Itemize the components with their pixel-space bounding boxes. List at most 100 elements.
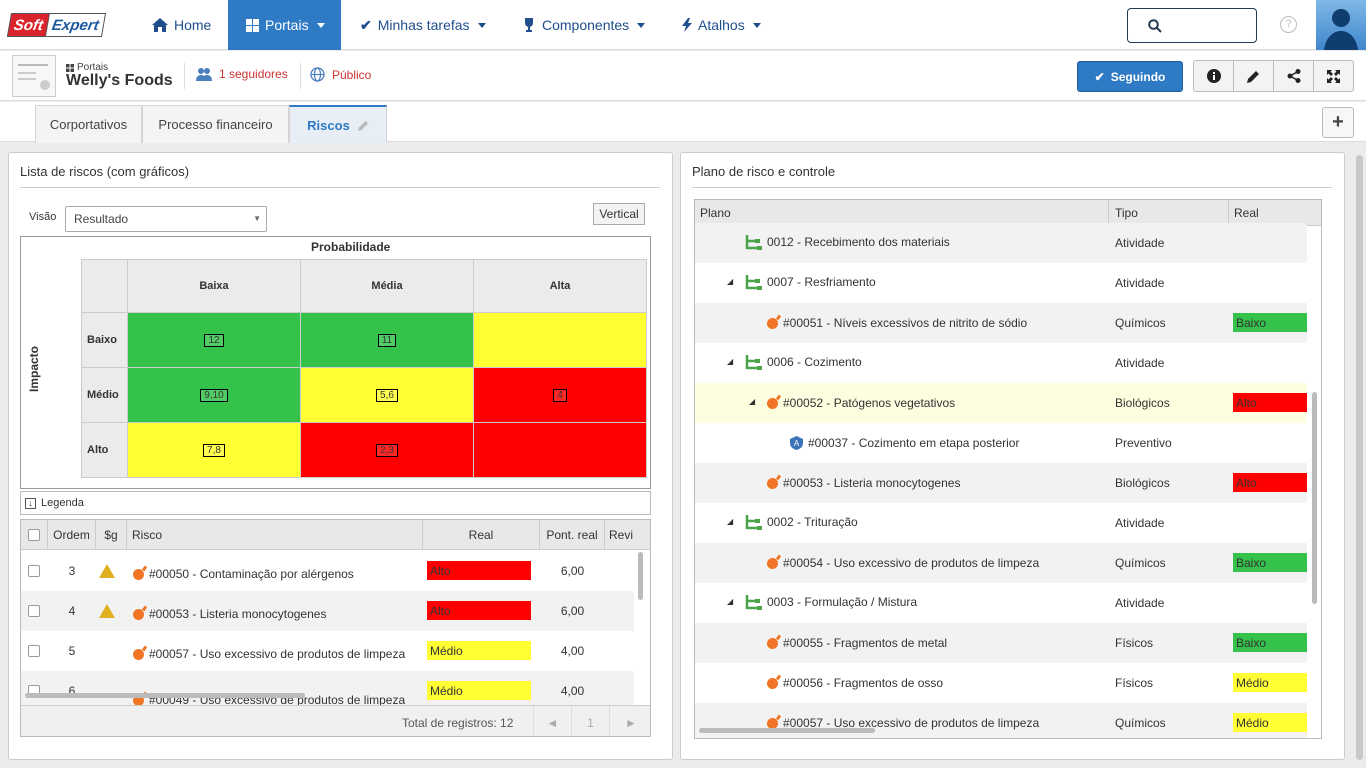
row-checkbox[interactable] <box>28 605 40 617</box>
matrix-cell-label[interactable]: 11 <box>377 333 397 347</box>
following-button[interactable]: ✔ Seguindo <box>1077 61 1183 92</box>
matrix-cell[interactable]: 4 <box>473 367 647 423</box>
table-row[interactable]: 5 #00057 - Uso excessivo de produtos de … <box>21 631 634 671</box>
table-row[interactable]: 6 #00049 - Uso excessivo de produtos de … <box>21 671 634 711</box>
horizontal-scrollbar[interactable] <box>699 728 875 733</box>
vertical-scrollbar[interactable] <box>1312 392 1317 604</box>
visao-select[interactable]: Resultado ▼ <box>65 206 267 232</box>
vertical-button[interactable]: Vertical <box>593 203 645 225</box>
col-tipo[interactable]: Tipo <box>1109 200 1229 226</box>
tab-processo-financeiro[interactable]: Processo financeiro <box>142 105 289 143</box>
tree-row[interactable]: #00051 - Níveis excessivos de nitrito de… <box>695 303 1307 343</box>
tree-node[interactable]: 0012 - Recebimento dos materiais <box>745 234 950 250</box>
prev-page-button[interactable]: ◄ <box>533 706 571 736</box>
tree-node[interactable]: #00051 - Níveis excessivos de nitrito de… <box>767 316 1027 330</box>
matrix-cell[interactable]: 9,10 <box>127 367 301 423</box>
tree-node[interactable]: 0003 - Formulação / Mistura <box>745 594 917 610</box>
tree-row[interactable]: ◢ 0006 - Cozimento Atividade <box>695 343 1307 383</box>
tree-row[interactable]: ◢ 0003 - Formulação / Mistura Atividade <box>695 583 1307 623</box>
tree-row[interactable]: #00053 - Listeria monocytogenes Biológic… <box>695 463 1307 503</box>
info-button[interactable] <box>1193 60 1234 92</box>
matrix-cell-label[interactable]: 2,3 <box>376 443 398 457</box>
visibility-link[interactable]: Público <box>310 67 371 82</box>
tree-row[interactable]: #00054 - Uso excessivo de produtos de li… <box>695 543 1307 583</box>
select-all-checkbox[interactable] <box>28 528 40 541</box>
row-checkbox[interactable] <box>28 645 40 657</box>
matrix-cell[interactable]: 2,3 <box>300 422 474 478</box>
nav-atalhos[interactable]: Atalhos <box>682 0 761 50</box>
vertical-scrollbar[interactable] <box>638 552 643 600</box>
tree-node[interactable]: #00053 - Listeria monocytogenes <box>767 476 960 490</box>
col-plano[interactable]: Plano <box>695 200 1109 226</box>
col-real[interactable]: Real <box>423 520 540 550</box>
row-risco[interactable]: #00053 - Listeria monocytogenes <box>133 607 326 621</box>
next-page-button[interactable]: ► <box>609 706 650 736</box>
tree-toggle-icon[interactable]: ◢ <box>727 277 734 286</box>
breadcrumb[interactable]: Portais <box>66 62 108 73</box>
tree-toggle-icon[interactable]: ◢ <box>727 517 734 526</box>
tree-row[interactable]: #00057 - Uso excessivo de produtos de li… <box>695 703 1307 738</box>
nav-minhas-tarefas[interactable]: ✔ Minhas tarefas <box>360 0 486 50</box>
followers-link[interactable]: 1 seguidores <box>196 67 288 81</box>
col-real[interactable]: Real <box>1229 200 1321 226</box>
matrix-cell-label[interactable]: 5,6 <box>376 388 398 402</box>
tree-node[interactable]: 0002 - Trituração <box>745 514 858 530</box>
softexpert-logo[interactable]: Soft Expert <box>6 13 106 37</box>
nav-portais[interactable]: Portais <box>228 0 341 50</box>
tree-toggle-icon[interactable]: ◢ <box>727 597 734 606</box>
tab-corportativos[interactable]: Corportativos <box>35 105 142 143</box>
tree-row[interactable]: A #00037 - Cozimento em etapa posterior P… <box>695 423 1307 463</box>
matrix-cell[interactable]: 7,8 <box>127 422 301 478</box>
matrix-cell-label[interactable]: 12 <box>204 333 224 347</box>
col-pont-real[interactable]: Pont. real <box>540 520 605 550</box>
matrix-cell-label[interactable]: 4 <box>553 388 567 402</box>
matrix-cell[interactable] <box>473 312 647 368</box>
row-checkbox[interactable] <box>28 565 40 577</box>
edit-button[interactable] <box>1233 60 1274 92</box>
pencil-icon[interactable] <box>357 120 369 131</box>
nav-componentes[interactable]: Componentes <box>522 0 646 50</box>
row-risco[interactable]: #00057 - Uso excessivo de produtos de li… <box>133 647 405 661</box>
tree-node[interactable]: #00056 - Fragmentos de osso <box>767 676 943 690</box>
tree-row[interactable]: #00055 - Fragmentos de metal Físicos Bai… <box>695 623 1307 663</box>
share-button[interactable] <box>1273 60 1314 92</box>
tree-row[interactable]: ◢ #00052 - Patógenos vegetativos Biológic… <box>695 383 1307 423</box>
col-revisao[interactable]: Revi <box>605 520 650 550</box>
tree-node[interactable]: 0007 - Resfriamento <box>745 274 876 290</box>
tree-node[interactable]: #00057 - Uso excessivo de produtos de li… <box>767 716 1039 730</box>
legend-toggle[interactable]: ↓ Legenda <box>20 491 651 515</box>
matrix-cell[interactable]: 5,6 <box>300 367 474 423</box>
col-sg[interactable]: $g <box>96 520 127 550</box>
tree-node[interactable]: A #00037 - Cozimento em etapa posterior <box>790 436 1019 450</box>
avatar[interactable] <box>1316 0 1366 50</box>
search-input[interactable] <box>1127 8 1257 43</box>
page-scrollbar[interactable] <box>1356 155 1363 760</box>
tree-toggle-icon[interactable]: ◢ <box>727 357 734 366</box>
tree-row[interactable]: ◢ 0002 - Trituração Atividade <box>695 503 1307 543</box>
tree-toggle-icon[interactable]: ◢ <box>749 397 756 406</box>
table-row[interactable]: 3 #00050 - Contaminação por alérgenos Al… <box>21 551 634 591</box>
matrix-cell[interactable]: 11 <box>300 312 474 368</box>
tree-node[interactable]: #00055 - Fragmentos de metal <box>767 636 947 650</box>
tree-node[interactable]: #00054 - Uso excessivo de produtos de li… <box>767 556 1039 570</box>
matrix-cell[interactable] <box>473 422 647 478</box>
tree-row[interactable]: #00056 - Fragmentos de osso Físicos Médi… <box>695 663 1307 703</box>
row-risco[interactable]: #00050 - Contaminação por alérgenos <box>133 567 354 581</box>
tab-riscos[interactable]: Riscos <box>289 105 387 143</box>
horizontal-scrollbar[interactable] <box>25 693 305 698</box>
fullscreen-button[interactable] <box>1313 60 1354 92</box>
help-icon[interactable]: ? <box>1280 16 1297 33</box>
tree-row[interactable]: ◢ 0007 - Resfriamento Atividade <box>695 263 1307 303</box>
col-ordem[interactable]: Ordem <box>48 520 96 550</box>
nav-home[interactable]: Home <box>152 0 211 50</box>
matrix-cell-label[interactable]: 9,10 <box>200 388 228 402</box>
table-row[interactable]: 4 #00053 - Listeria monocytogenes Alto 6… <box>21 591 634 631</box>
add-tab-button[interactable]: + <box>1322 107 1354 138</box>
tree-node[interactable]: 0006 - Cozimento <box>745 354 862 370</box>
tree-node[interactable]: #00052 - Patógenos vegetativos <box>767 396 955 410</box>
matrix-cell[interactable]: 12 <box>127 312 301 368</box>
matrix-cell-label[interactable]: 7,8 <box>203 443 225 457</box>
page-number[interactable]: 1 <box>571 706 609 736</box>
tree-row[interactable]: 0012 - Recebimento dos materiais Ativida… <box>695 223 1307 263</box>
col-risco[interactable]: Risco <box>127 520 423 550</box>
